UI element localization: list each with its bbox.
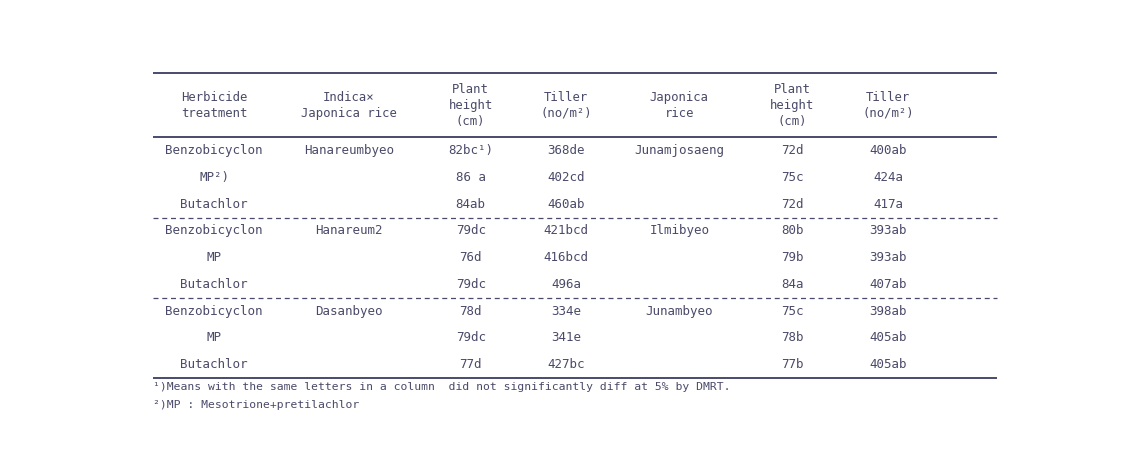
Text: 334e: 334e — [551, 304, 581, 317]
Text: 77d: 77d — [459, 358, 482, 371]
Text: Tiller
(no/m²): Tiller (no/m²) — [862, 91, 914, 120]
Text: 75c: 75c — [781, 304, 803, 317]
Text: Benzobicyclon: Benzobicyclon — [165, 144, 263, 157]
Text: Indica×
Japonica rice: Indica× Japonica rice — [301, 91, 397, 120]
Text: 78d: 78d — [459, 304, 482, 317]
Text: Benzobicyclon: Benzobicyclon — [165, 224, 263, 238]
Text: 417a: 417a — [873, 198, 903, 211]
Text: 407ab: 407ab — [870, 278, 907, 291]
Text: 400ab: 400ab — [870, 144, 907, 157]
Text: 82bc¹): 82bc¹) — [448, 144, 494, 157]
Text: Butachlor: Butachlor — [181, 278, 248, 291]
Text: 79b: 79b — [781, 251, 803, 264]
Text: 72d: 72d — [781, 198, 803, 211]
Text: ²)MP : Mesotrione+pretilachlor: ²)MP : Mesotrione+pretilachlor — [154, 399, 359, 410]
Text: 416bcd: 416bcd — [544, 251, 589, 264]
Text: 460ab: 460ab — [548, 198, 585, 211]
Text: 424a: 424a — [873, 171, 903, 184]
Text: Tiller
(no/m²): Tiller (no/m²) — [541, 91, 592, 120]
Text: 427bc: 427bc — [548, 358, 585, 371]
Text: Hanareum2: Hanareum2 — [315, 224, 383, 238]
Text: 402cd: 402cd — [548, 171, 585, 184]
Text: 77b: 77b — [781, 358, 803, 371]
Text: Butachlor: Butachlor — [181, 358, 248, 371]
Text: MP: MP — [206, 251, 222, 264]
Text: Plant
height
(cm): Plant height (cm) — [449, 83, 493, 128]
Text: 405ab: 405ab — [870, 331, 907, 344]
Text: 368de: 368de — [548, 144, 585, 157]
Text: 393ab: 393ab — [870, 224, 907, 238]
Text: Junambyeo: Junambyeo — [645, 304, 714, 317]
Text: 79dc: 79dc — [456, 224, 486, 238]
Text: Plant
height
(cm): Plant height (cm) — [771, 83, 815, 128]
Text: Junamjosaeng: Junamjosaeng — [634, 144, 725, 157]
Text: 80b: 80b — [781, 224, 803, 238]
Text: Benzobicyclon: Benzobicyclon — [165, 304, 263, 317]
Text: 398ab: 398ab — [870, 304, 907, 317]
Text: 84a: 84a — [781, 278, 803, 291]
Text: 341e: 341e — [551, 331, 581, 344]
Text: 78b: 78b — [781, 331, 803, 344]
Text: 421bcd: 421bcd — [544, 224, 589, 238]
Text: 393ab: 393ab — [870, 251, 907, 264]
Text: MP²): MP²) — [200, 171, 229, 184]
Text: ¹)Means with the same letters in a column  did not significantly diff at 5% by D: ¹)Means with the same letters in a colum… — [154, 382, 730, 392]
Text: 405ab: 405ab — [870, 358, 907, 371]
Text: 72d: 72d — [781, 144, 803, 157]
Text: Ilmibyeo: Ilmibyeo — [650, 224, 709, 238]
Text: Dasanbyeo: Dasanbyeo — [315, 304, 383, 317]
Text: 79dc: 79dc — [456, 331, 486, 344]
Text: MP: MP — [206, 331, 222, 344]
Text: 79dc: 79dc — [456, 278, 486, 291]
Text: Butachlor: Butachlor — [181, 198, 248, 211]
Text: 75c: 75c — [781, 171, 803, 184]
Text: Herbicide
treatment: Herbicide treatment — [181, 91, 247, 120]
Text: 496a: 496a — [551, 278, 581, 291]
Text: 84ab: 84ab — [456, 198, 486, 211]
Text: Japonica
rice: Japonica rice — [650, 91, 709, 120]
Text: 76d: 76d — [459, 251, 482, 264]
Text: 86 a: 86 a — [456, 171, 486, 184]
Text: Hanareumbyeo: Hanareumbyeo — [304, 144, 394, 157]
